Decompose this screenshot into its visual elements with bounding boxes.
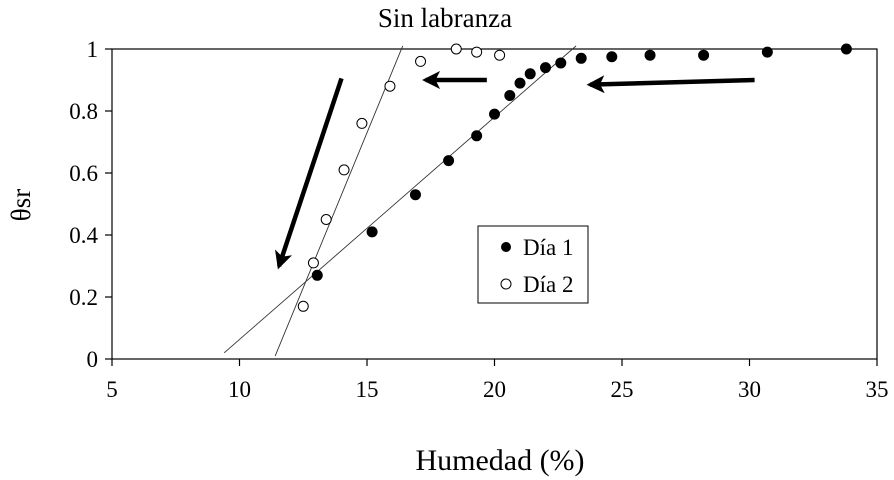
- chart-title: Sin labranza: [378, 3, 512, 33]
- data-point-dia2: [494, 49, 506, 61]
- arrow: [586, 75, 755, 94]
- data-point-dia1: [698, 49, 710, 61]
- data-point-dia1: [489, 108, 500, 120]
- data-point-dia1: [504, 90, 516, 101]
- data-point-dia2: [415, 55, 427, 67]
- data-point-dia1: [606, 51, 618, 63]
- data-point-dia1: [409, 189, 421, 201]
- data-point-dia1: [644, 49, 656, 61]
- data-point-dia1: [540, 62, 551, 74]
- arrow: [275, 77, 344, 270]
- data-point-dia2: [356, 117, 368, 129]
- x-tick-label: 20: [483, 377, 506, 402]
- fit-line-1: [223, 45, 577, 354]
- data-point-dia1: [514, 77, 526, 89]
- x-tick-label: 5: [106, 377, 118, 402]
- y-tick-label: 1: [87, 37, 99, 62]
- y-tick-label: 0.4: [69, 223, 98, 248]
- y-axis-label: θsr: [6, 189, 36, 221]
- legend-marker-dia2: [500, 278, 512, 290]
- data-point-dia1: [575, 52, 587, 64]
- legend-label-dia1: Día 1: [523, 235, 573, 260]
- legend-marker-dia1: [501, 242, 511, 252]
- data-point-dia2: [471, 46, 483, 58]
- x-tick-label: 10: [228, 377, 251, 402]
- data-point-dia2: [384, 80, 396, 92]
- plot-frame: [111, 48, 878, 360]
- data-point-dia2: [450, 43, 462, 55]
- y-tick-label: 0.8: [69, 99, 98, 124]
- x-tick-label: 15: [356, 377, 379, 402]
- data-point-dia1: [471, 130, 483, 142]
- x-axis-label: Humedad (%): [415, 444, 584, 477]
- data-point-dia2: [307, 257, 319, 269]
- data-point-dia1: [366, 226, 378, 238]
- data-point-dia1: [761, 46, 773, 58]
- x-tick-label: 30: [738, 377, 761, 402]
- y-tick-label: 0.2: [69, 285, 98, 310]
- x-tick-label: 25: [611, 377, 634, 402]
- legend-box: [477, 225, 589, 304]
- y-tick-label: 0: [87, 347, 99, 372]
- legend-label-dia2: Día 2: [523, 272, 573, 297]
- data-point-dia1: [311, 269, 323, 281]
- data-point-dia1: [524, 68, 536, 80]
- data-point-dia2: [320, 214, 332, 225]
- y-tick-label: 0.6: [69, 161, 98, 186]
- x-tick-label: 35: [866, 377, 889, 402]
- data-point-dia1: [840, 43, 852, 55]
- data-point-dia1: [443, 155, 455, 167]
- legend: Día 1 Día 2: [477, 225, 589, 304]
- data-point-dia2: [338, 164, 350, 176]
- fit-line-2: [274, 45, 404, 357]
- data-point-dia1: [555, 57, 567, 69]
- data-point-dia2: [297, 300, 309, 312]
